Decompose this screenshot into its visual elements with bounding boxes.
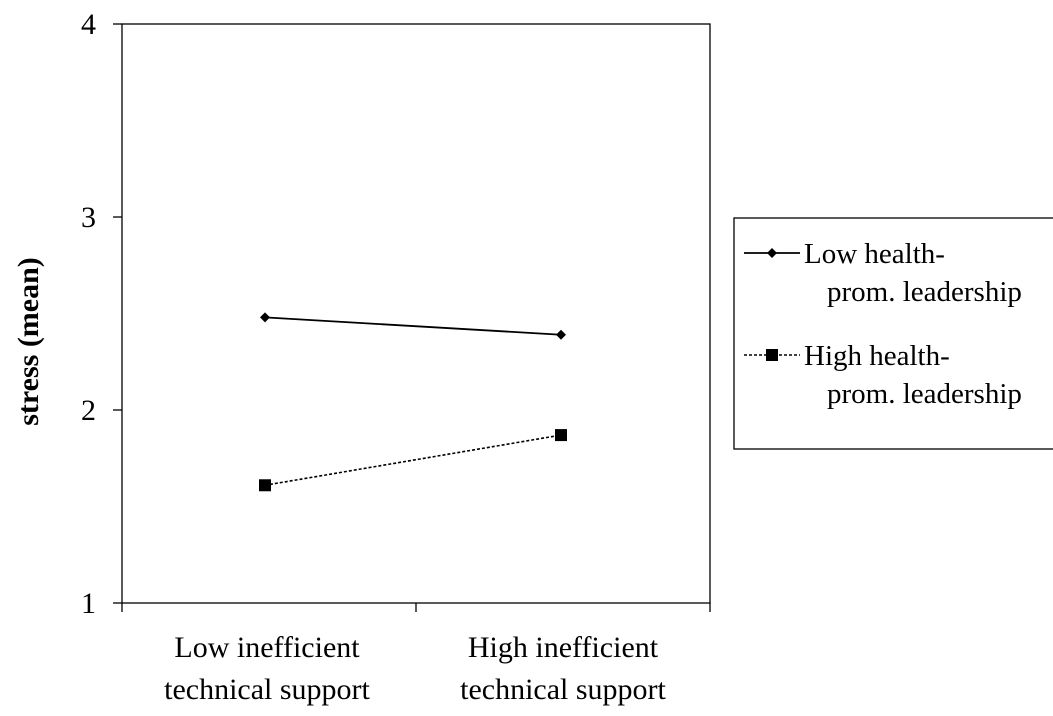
data-point — [259, 479, 271, 492]
y-tick-label: 2 — [81, 394, 96, 427]
series-2 — [259, 429, 567, 492]
legend-label: prom. leadership — [827, 276, 1022, 308]
x-category-label-line: Low inefficient — [174, 631, 360, 664]
series-line — [264, 316, 562, 336]
y-axis-title: stress (mean) — [12, 257, 45, 426]
x-category-label-line: technical support — [164, 673, 370, 706]
legend-label: Low health- — [804, 238, 945, 270]
y-axis: 1 2 3 4 stress (mean) — [12, 8, 122, 620]
x-category-label-line: High inefficient — [468, 631, 659, 664]
legend-label: High health- — [804, 340, 950, 372]
y-tick-label: 3 — [81, 201, 96, 234]
plot-frame — [121, 23, 711, 604]
legend-entry-2: High health-prom. leadership — [744, 340, 1022, 410]
x-category-label: Low inefficient technical support — [164, 631, 370, 706]
legend-marker — [766, 349, 778, 361]
legend-entry-1: Low health-prom. leadership — [744, 238, 1022, 308]
plot-border — [121, 23, 711, 604]
x-category-label-line: technical support — [460, 673, 666, 706]
legend-box — [733, 217, 1053, 450]
y-tick-label: 1 — [81, 587, 96, 620]
data-point — [555, 429, 567, 442]
series-line — [264, 434, 562, 487]
data-point — [260, 312, 270, 323]
legend-marker — [767, 248, 777, 258]
legend-label: prom. leadership — [827, 378, 1022, 410]
data-point — [556, 329, 566, 340]
series-1 — [260, 312, 566, 340]
series-layer — [259, 312, 567, 492]
x-category-label: High inefficient technical support — [460, 631, 666, 706]
y-tick-label: 4 — [81, 8, 96, 41]
